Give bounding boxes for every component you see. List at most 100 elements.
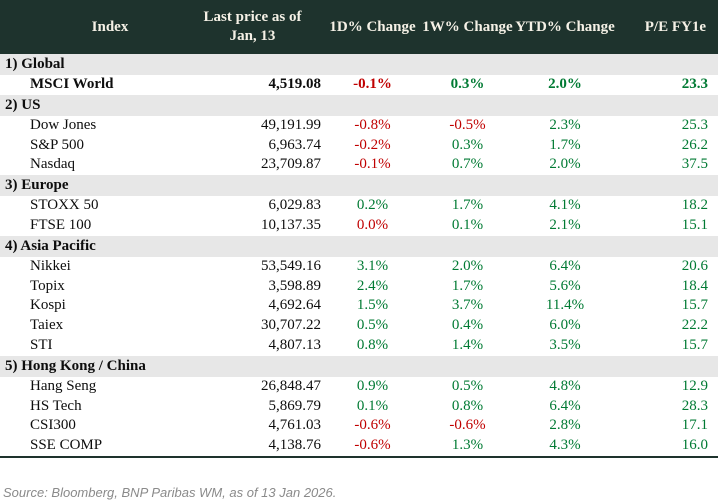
section-header-row: 3) Europe bbox=[0, 175, 718, 197]
section-label: 2) US bbox=[5, 96, 41, 113]
index-data-row: Nasdaq 23,709.87 -0.1% 0.7% 2.0% 37.5 bbox=[0, 155, 718, 176]
last-price-value: 6,963.74 bbox=[268, 136, 322, 153]
pe-fy1e-value: 15.7 bbox=[681, 297, 708, 314]
change-1w-value: 1.4% bbox=[451, 336, 484, 353]
source-caption: Source: Bloomberg, BNP Paribas WM, as of… bbox=[3, 484, 337, 500]
change-1d-value: 1.5% bbox=[356, 297, 389, 314]
change-1w-value: 1.3% bbox=[451, 437, 484, 454]
change-ytd-value: 2.0% bbox=[548, 76, 582, 92]
last-price-value: 4,519.08 bbox=[268, 76, 322, 92]
index-name: FTSE 100 bbox=[30, 216, 92, 233]
last-price-value: 4,692.64 bbox=[268, 297, 322, 314]
table-body: 1) Global MSCI World 4,519.08 -0.1% 0.3%… bbox=[0, 54, 718, 456]
section-label: 4) Asia Pacific bbox=[5, 237, 96, 254]
index-data-row: Nikkei 53,549.16 3.1% 2.0% 6.4% 20.6 bbox=[0, 256, 718, 277]
section-label: 5) Hong Kong / China bbox=[5, 357, 146, 374]
change-1w-value: 0.4% bbox=[451, 317, 484, 334]
index-name: CSI300 bbox=[30, 417, 76, 434]
section-header-row: 2) US bbox=[0, 94, 718, 116]
change-1d-value: -0.1% bbox=[354, 156, 391, 173]
index-name: Nasdaq bbox=[30, 156, 75, 173]
index-data-row: Kospi 4,692.64 1.5% 3.7% 11.4% 15.7 bbox=[0, 296, 718, 317]
change-ytd-value: 2.0% bbox=[549, 156, 581, 173]
last-price-value: 4,807.13 bbox=[268, 336, 322, 353]
column-header-last-price: Last price as of Jan, 13 bbox=[180, 8, 325, 46]
section-header-row: 1) Global bbox=[0, 54, 718, 75]
pe-fy1e-value: 12.9 bbox=[681, 377, 708, 394]
index-data-row: CSI300 4,761.03 -0.6% -0.6% 2.8% 17.1 bbox=[0, 416, 718, 437]
pe-fy1e-value: 18.2 bbox=[681, 197, 708, 214]
index-name: HS Tech bbox=[30, 397, 82, 414]
table-header-row: Index Last price as of Jan, 13 1D% Chang… bbox=[0, 0, 718, 54]
index-name: SSE COMP bbox=[30, 437, 103, 454]
change-ytd-value: 4.8% bbox=[549, 377, 581, 394]
change-1d-value: -0.1% bbox=[353, 76, 392, 92]
pe-fy1e-value: 28.3 bbox=[681, 397, 708, 414]
change-1w-value: 3.7% bbox=[451, 297, 484, 314]
change-1w-value: 0.7% bbox=[451, 156, 484, 173]
index-data-row: Topix 3,598.89 2.4% 1.7% 5.6% 18.4 bbox=[0, 276, 718, 297]
index-name: Nikkei bbox=[30, 257, 71, 274]
change-ytd-value: 2.8% bbox=[549, 417, 581, 434]
change-ytd-value: 4.3% bbox=[549, 437, 581, 454]
index-data-row: HS Tech 5,869.79 0.1% 0.8% 6.4% 28.3 bbox=[0, 396, 718, 417]
equity-index-table: Index Last price as of Jan, 13 1D% Chang… bbox=[0, 0, 718, 458]
pe-fy1e-value: 37.5 bbox=[681, 156, 708, 173]
section-label: 3) Europe bbox=[5, 177, 69, 194]
index-data-row: S&P 500 6,963.74 -0.2% 0.3% 1.7% 26.2 bbox=[0, 135, 718, 156]
change-ytd-value: 1.7% bbox=[549, 136, 581, 153]
change-1d-value: -0.6% bbox=[354, 417, 391, 434]
change-ytd-value: 3.5% bbox=[549, 336, 581, 353]
change-1d-value: -0.8% bbox=[354, 116, 391, 133]
change-1w-value: 1.7% bbox=[451, 277, 484, 294]
last-price-value: 10,137.35 bbox=[261, 216, 321, 233]
last-price-value: 5,869.79 bbox=[268, 397, 322, 414]
change-1d-value: 0.8% bbox=[356, 336, 389, 353]
change-1d-value: -0.6% bbox=[354, 437, 391, 454]
change-1d-value: 0.0% bbox=[356, 216, 389, 233]
section-header-row: 4) Asia Pacific bbox=[0, 235, 718, 257]
change-1w-value: 0.3% bbox=[450, 76, 485, 92]
index-name: STOXX 50 bbox=[30, 197, 99, 214]
change-1d-value: 0.9% bbox=[356, 377, 389, 394]
change-1w-value: 0.5% bbox=[451, 377, 484, 394]
last-price-value: 26,848.47 bbox=[261, 377, 321, 394]
change-1d-value: 0.1% bbox=[356, 397, 389, 414]
pe-fy1e-value: 15.7 bbox=[681, 336, 708, 353]
last-price-value: 49,191.99 bbox=[261, 116, 321, 133]
pe-fy1e-value: 15.1 bbox=[681, 216, 708, 233]
index-name: Kospi bbox=[30, 297, 66, 314]
change-1d-value: 0.2% bbox=[356, 197, 389, 214]
column-header-1w-change: 1W% Change bbox=[422, 18, 513, 35]
pe-fy1e-value: 25.3 bbox=[681, 116, 708, 133]
index-data-row: STOXX 50 6,029.83 0.2% 1.7% 4.1% 18.2 bbox=[0, 196, 718, 216]
change-1d-value: -0.2% bbox=[354, 136, 391, 153]
index-data-row: MSCI World 4,519.08 -0.1% 0.3% 2.0% 23.3 bbox=[0, 75, 718, 95]
last-price-value: 3,598.89 bbox=[268, 277, 322, 294]
index-name: Topix bbox=[30, 277, 65, 294]
change-ytd-value: 2.1% bbox=[549, 216, 581, 233]
column-header-last-price-text: Last price as of Jan, 13 bbox=[203, 9, 302, 44]
index-name: S&P 500 bbox=[30, 136, 85, 153]
change-1w-value: -0.6% bbox=[449, 417, 486, 434]
last-price-value: 30,707.22 bbox=[261, 317, 321, 334]
index-name: Taiex bbox=[30, 317, 64, 334]
section-header-row: 5) Hong Kong / China bbox=[0, 355, 718, 377]
index-name: STI bbox=[30, 336, 53, 353]
column-header-ytd-change: YTD% Change bbox=[515, 18, 615, 35]
change-ytd-value: 6.4% bbox=[549, 397, 581, 414]
index-name: MSCI World bbox=[30, 76, 114, 92]
column-header-pe-fy1e: P/E FY1e bbox=[644, 18, 706, 35]
index-name: Dow Jones bbox=[30, 116, 97, 133]
column-header-index: Index bbox=[91, 18, 129, 35]
index-data-row: STI 4,807.13 0.8% 1.4% 3.5% 15.7 bbox=[0, 335, 718, 356]
change-1w-value: 0.1% bbox=[451, 216, 484, 233]
change-ytd-value: 2.3% bbox=[549, 116, 581, 133]
pe-fy1e-value: 17.1 bbox=[681, 417, 708, 434]
change-1d-value: 2.4% bbox=[356, 277, 389, 294]
index-data-row: FTSE 100 10,137.35 0.0% 0.1% 2.1% 15.1 bbox=[0, 215, 718, 236]
last-price-value: 23,709.87 bbox=[261, 156, 321, 173]
change-ytd-value: 4.1% bbox=[549, 197, 581, 214]
change-1w-value: 0.3% bbox=[451, 136, 484, 153]
pe-fy1e-value: 16.0 bbox=[681, 437, 708, 454]
